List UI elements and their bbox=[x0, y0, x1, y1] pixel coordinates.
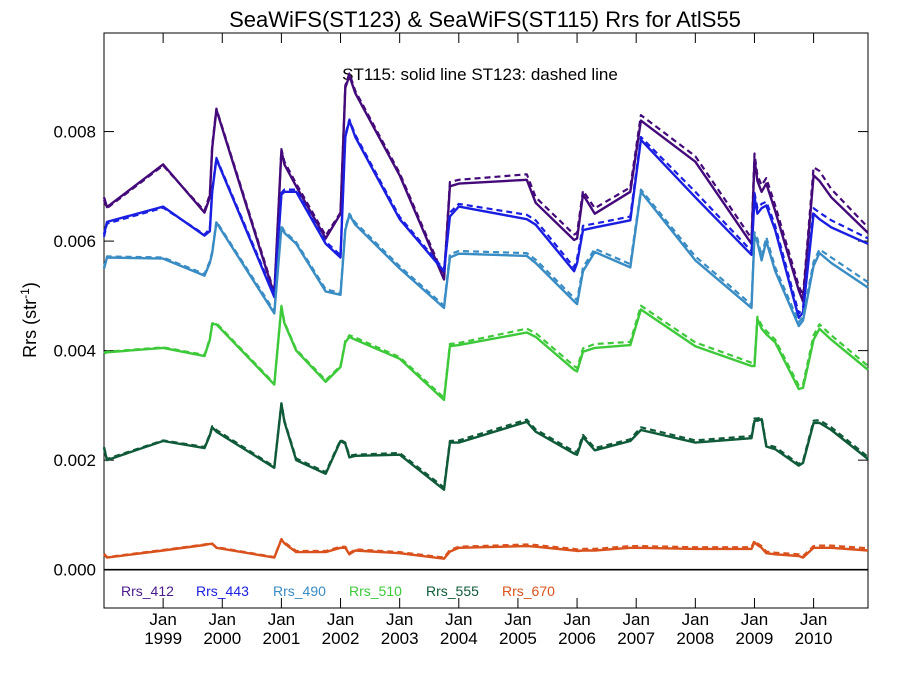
x-tick-label-year: 2006 bbox=[558, 629, 596, 648]
x-tick-label-month: Jan bbox=[445, 610, 472, 629]
legend-item-rrs-443: Rrs_443 bbox=[196, 583, 249, 599]
series-rrs-555-st123-dashed bbox=[104, 403, 868, 487]
x-tick-label-month: Jan bbox=[800, 610, 827, 629]
axes-layer: 0.0000.0020.0040.0060.008Jan1999Jan2000J… bbox=[53, 33, 868, 648]
x-tick-label-month: Jan bbox=[327, 610, 354, 629]
y-tick-label: 0.008 bbox=[53, 123, 96, 142]
legend-item-rrs-490: Rrs_490 bbox=[273, 583, 326, 599]
x-tick-label-year: 1999 bbox=[144, 629, 182, 648]
x-tick-label-year: 2005 bbox=[499, 629, 537, 648]
x-tick-label-month: Jan bbox=[268, 610, 295, 629]
line-style-annotation: ST115: solid line ST123: dashed line bbox=[342, 65, 618, 84]
y-tick-label: 0.006 bbox=[53, 232, 96, 251]
legend-item-rrs-555: Rrs_555 bbox=[426, 583, 479, 599]
x-tick-label-month: Jan bbox=[682, 610, 709, 629]
x-tick-label-month: Jan bbox=[386, 610, 413, 629]
series-rrs-670-st115-solid bbox=[104, 540, 868, 559]
legend-item-rrs-510: Rrs_510 bbox=[349, 583, 402, 599]
series-layer bbox=[104, 74, 868, 559]
x-tick-label-month: Jan bbox=[504, 610, 531, 629]
x-tick-label-year: 2009 bbox=[736, 629, 774, 648]
x-tick-label-month: Jan bbox=[149, 610, 176, 629]
legend-item-rrs-412: Rrs_412 bbox=[121, 583, 174, 599]
series-rrs-510-st115-solid bbox=[104, 307, 868, 400]
x-tick-label-year: 2000 bbox=[203, 629, 241, 648]
y-tick-label: 0.002 bbox=[53, 451, 96, 470]
series-rrs-510-st123-dashed bbox=[104, 306, 868, 398]
y-tick-label: 0.004 bbox=[53, 342, 96, 361]
x-tick-label-year: 2004 bbox=[440, 629, 478, 648]
legend: Rrs_412 Rrs_443 Rrs_490 Rrs_510 Rrs_555 Rrs_6… bbox=[121, 583, 555, 599]
x-tick-label-year: 2007 bbox=[617, 629, 655, 648]
x-tick-label-year: 2003 bbox=[381, 629, 419, 648]
x-tick-label-month: Jan bbox=[563, 610, 590, 629]
x-tick-label-year: 2002 bbox=[322, 629, 360, 648]
series-rrs-555-st115-solid bbox=[104, 404, 868, 490]
x-tick-label-month: Jan bbox=[741, 610, 768, 629]
chart-canvas: SeaWiFS(ST123) & SeaWiFS(ST115) Rrs for … bbox=[0, 0, 900, 675]
x-tick-label-month: Jan bbox=[209, 610, 236, 629]
y-axis-title: Rrs (str-1) bbox=[18, 282, 40, 358]
y-tick-label: 0.000 bbox=[53, 561, 96, 580]
x-tick-label-year: 2001 bbox=[262, 629, 300, 648]
chart-title: SeaWiFS(ST123) & SeaWiFS(ST115) Rrs for … bbox=[229, 7, 741, 32]
legend-item-rrs-670: Rrs_670 bbox=[502, 583, 555, 599]
x-tick-label-month: Jan bbox=[622, 610, 649, 629]
x-tick-label-year: 2010 bbox=[795, 629, 833, 648]
x-tick-label-year: 2008 bbox=[676, 629, 714, 648]
